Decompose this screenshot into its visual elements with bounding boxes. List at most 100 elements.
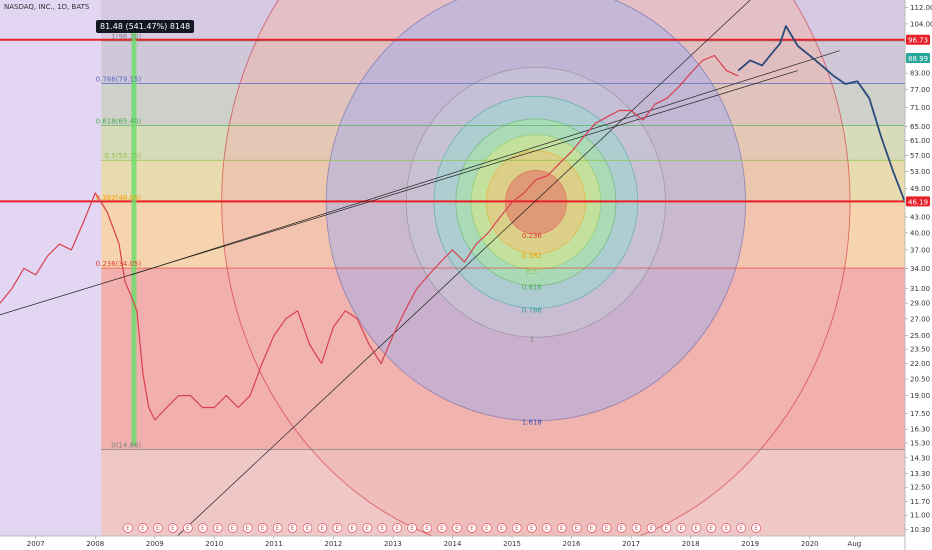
earnings-marker[interactable]: E	[497, 523, 507, 533]
earnings-marker[interactable]: E	[616, 523, 627, 533]
earnings-marker-circle[interactable]	[197, 523, 208, 533]
earnings-marker[interactable]: E	[317, 523, 328, 533]
earnings-marker-circle[interactable]	[242, 523, 253, 533]
earnings-marker[interactable]: E	[153, 523, 163, 533]
earnings-marker[interactable]: E	[661, 523, 672, 533]
earnings-marker-circle[interactable]	[661, 523, 672, 533]
fib-level-label-0.786: 0.786(79.15)	[96, 76, 142, 84]
earnings-marker-label: E	[455, 525, 459, 532]
earnings-marker[interactable]: E	[272, 523, 283, 533]
earnings-marker-circle[interactable]	[302, 523, 313, 533]
earnings-marker[interactable]: E	[347, 523, 358, 533]
earnings-marker-circle[interactable]	[541, 523, 552, 533]
earnings-marker-circle[interactable]	[257, 523, 268, 533]
y-tick-label: 71.00	[910, 104, 930, 112]
earnings-marker-circle[interactable]	[691, 523, 702, 533]
earnings-marker[interactable]: E	[571, 523, 582, 533]
earnings-marker-circle[interactable]	[751, 523, 762, 533]
earnings-marker[interactable]: E	[302, 523, 313, 533]
earnings-marker[interactable]: E	[138, 523, 148, 533]
earnings-marker[interactable]: E	[646, 523, 657, 533]
earnings-marker[interactable]: E	[541, 523, 552, 533]
y-tick-label: 112.00	[910, 4, 932, 12]
earnings-marker-circle[interactable]	[556, 523, 567, 533]
earnings-marker-circle[interactable]	[482, 523, 492, 533]
earnings-marker-circle[interactable]	[227, 523, 238, 533]
earnings-marker[interactable]: E	[586, 523, 597, 533]
earnings-marker[interactable]: E	[287, 523, 298, 533]
earnings-marker[interactable]: E	[182, 523, 193, 533]
earnings-marker[interactable]: E	[706, 523, 717, 533]
earnings-marker[interactable]: E	[168, 523, 178, 533]
earnings-marker[interactable]: E	[512, 523, 522, 533]
earnings-marker-circle[interactable]	[287, 523, 298, 533]
x-tick-label: 2008	[86, 540, 104, 548]
fib-circle-label-1: 1	[530, 335, 534, 343]
earnings-marker-circle[interactable]	[332, 523, 343, 533]
earnings-marker-circle[interactable]	[646, 523, 657, 533]
earnings-marker-circle[interactable]	[452, 523, 462, 533]
earnings-marker[interactable]: E	[676, 523, 687, 533]
earnings-marker[interactable]: E	[422, 523, 432, 533]
earnings-marker-circle[interactable]	[407, 523, 418, 533]
earnings-marker[interactable]: E	[482, 523, 492, 533]
earnings-marker-circle[interactable]	[123, 523, 133, 533]
earnings-marker-circle[interactable]	[571, 523, 582, 533]
earnings-marker-circle[interactable]	[721, 523, 732, 533]
x-tick-label: 2018	[682, 540, 700, 548]
earnings-marker[interactable]: E	[526, 523, 537, 533]
earnings-marker-circle[interactable]	[526, 523, 537, 533]
earnings-marker[interactable]: E	[631, 523, 642, 533]
earnings-marker-circle[interactable]	[272, 523, 283, 533]
earnings-marker[interactable]: E	[736, 523, 747, 533]
earnings-marker[interactable]: E	[197, 523, 208, 533]
earnings-marker-circle[interactable]	[168, 523, 178, 533]
earnings-marker-circle[interactable]	[377, 523, 388, 533]
earnings-marker-circle[interactable]	[347, 523, 358, 533]
earnings-marker[interactable]: E	[227, 523, 238, 533]
earnings-marker[interactable]: E	[437, 523, 447, 533]
earnings-marker[interactable]: E	[691, 523, 702, 533]
earnings-marker-circle[interactable]	[138, 523, 148, 533]
earnings-marker[interactable]: E	[751, 523, 762, 533]
earnings-marker-circle[interactable]	[317, 523, 328, 533]
trendline-1[interactable]	[173, 0, 751, 540]
earnings-marker-circle[interactable]	[676, 523, 687, 533]
earnings-marker-circle[interactable]	[392, 523, 403, 533]
earnings-marker[interactable]: E	[123, 523, 133, 533]
earnings-marker-circle[interactable]	[437, 523, 447, 533]
earnings-marker-circle[interactable]	[212, 523, 223, 533]
earnings-marker-circle[interactable]	[616, 523, 627, 533]
trendline-2[interactable]	[130, 50, 840, 276]
earnings-marker[interactable]: E	[392, 523, 403, 533]
earnings-marker[interactable]: E	[362, 523, 373, 533]
earnings-marker[interactable]: E	[452, 523, 462, 533]
earnings-marker-circle[interactable]	[512, 523, 522, 533]
earnings-marker-circle[interactable]	[631, 523, 642, 533]
earnings-marker-circle[interactable]	[182, 523, 193, 533]
earnings-marker-circle[interactable]	[736, 523, 747, 533]
earnings-marker-circle[interactable]	[467, 523, 477, 533]
earnings-marker-circle[interactable]	[497, 523, 507, 533]
earnings-marker-circle[interactable]	[153, 523, 163, 533]
earnings-marker[interactable]: E	[377, 523, 388, 533]
price-badge: 46.19	[906, 196, 930, 207]
earnings-marker[interactable]: E	[721, 523, 732, 533]
earnings-marker[interactable]: E	[407, 523, 418, 533]
earnings-marker[interactable]: E	[556, 523, 567, 533]
earnings-marker-circle[interactable]	[422, 523, 432, 533]
earnings-marker-circle[interactable]	[601, 523, 612, 533]
y-tick-label: 43.00	[910, 214, 930, 222]
earnings-marker-circle[interactable]	[586, 523, 597, 533]
earnings-marker[interactable]: E	[332, 523, 343, 533]
earnings-marker[interactable]: E	[257, 523, 268, 533]
y-tick-label: 27.00	[910, 315, 930, 323]
earnings-marker[interactable]: E	[242, 523, 253, 533]
earnings-marker[interactable]: E	[212, 523, 223, 533]
earnings-marker[interactable]: E	[601, 523, 612, 533]
earnings-marker[interactable]: E	[467, 523, 477, 533]
earnings-marker-circle[interactable]	[706, 523, 717, 533]
earnings-marker-circle[interactable]	[362, 523, 373, 533]
